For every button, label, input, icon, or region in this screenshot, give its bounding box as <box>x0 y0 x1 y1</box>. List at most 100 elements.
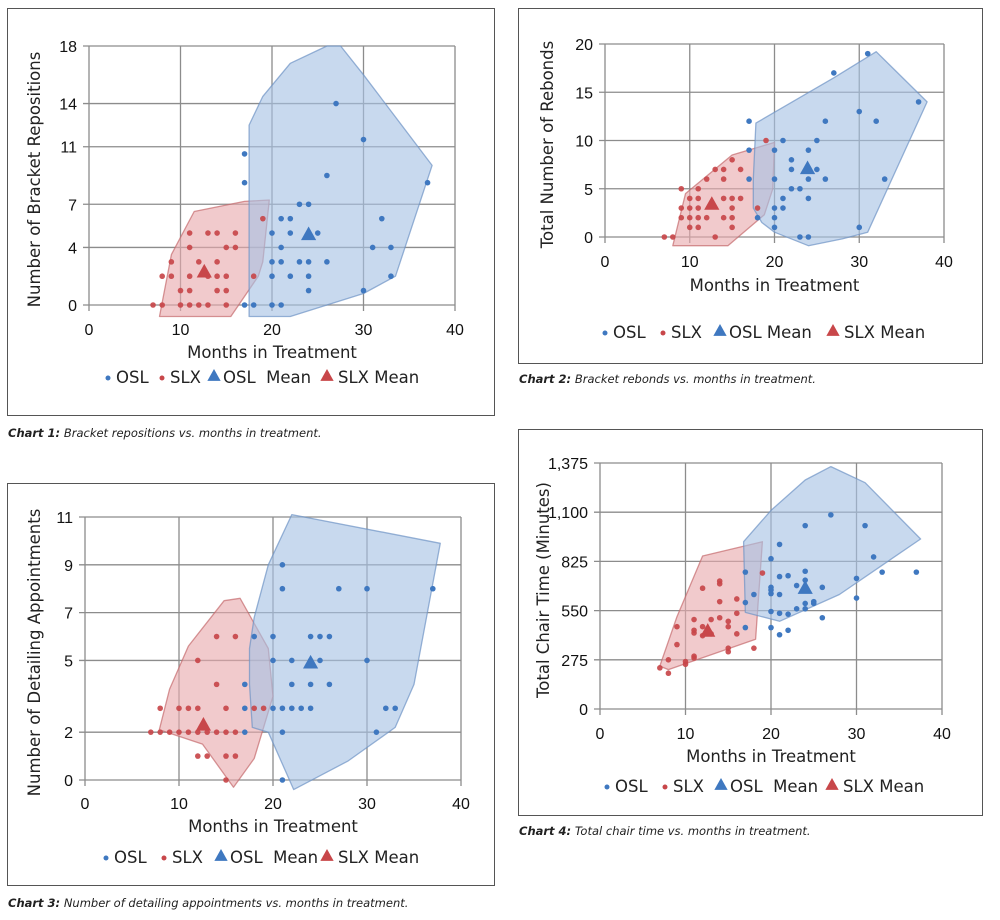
slx-point <box>205 230 211 236</box>
slx-point <box>699 623 706 630</box>
osl-point <box>289 657 295 664</box>
slx-point <box>674 623 680 630</box>
osl-point <box>788 157 795 163</box>
osl-point <box>768 555 774 562</box>
legend-osl-dot-icon <box>602 330 608 336</box>
osl-point <box>279 562 286 568</box>
slx-point <box>716 580 723 587</box>
legend-osl-mean-label: OSL Mean <box>230 848 318 867</box>
legend-osl-mean-triangle-icon <box>713 324 727 336</box>
slx-point <box>232 633 239 640</box>
osl-point <box>780 137 786 144</box>
slx-point <box>214 273 220 280</box>
osl-point <box>296 201 303 208</box>
legend-osl-label: OSL <box>615 777 648 796</box>
osl-mean-marker <box>799 160 816 175</box>
osl-point <box>797 185 803 192</box>
x-tick-label: 0 <box>85 322 94 339</box>
slx-point <box>720 166 727 173</box>
osl-point <box>278 259 284 265</box>
osl-point <box>805 147 812 153</box>
x-tick-label: 0 <box>81 796 90 813</box>
slx-point <box>716 614 723 621</box>
slx-point <box>729 157 735 163</box>
osl-point <box>785 627 791 634</box>
y-tick-label: 5 <box>64 653 73 670</box>
osl-point <box>771 147 778 153</box>
osl-point <box>324 259 330 265</box>
osl-point <box>242 681 248 688</box>
slx-point <box>232 729 239 735</box>
osl-point <box>771 205 778 211</box>
y-tick-label: 825 <box>561 554 588 571</box>
slx-point <box>223 705 229 712</box>
y-tick-label: 11 <box>56 510 73 527</box>
osl-point <box>279 777 286 783</box>
slx-point <box>712 166 718 173</box>
osl-point <box>797 234 803 240</box>
x-tick-label: 30 <box>355 322 373 339</box>
slx-point <box>185 729 192 735</box>
osl-point <box>324 172 330 179</box>
osl-point <box>746 176 752 182</box>
osl-point <box>307 633 314 640</box>
legend-slx-mean-label: SLX Mean <box>843 777 924 796</box>
legend-slx-mean-label: SLX Mean <box>338 848 419 867</box>
x-tick-label: 10 <box>681 254 699 271</box>
slx-point <box>737 195 744 202</box>
slx-point <box>213 729 220 735</box>
legend-slx-label: SLX <box>170 368 201 387</box>
osl-point <box>768 608 774 615</box>
osl-point <box>776 541 783 548</box>
slx-point <box>196 259 202 265</box>
slx-point <box>232 753 239 759</box>
slx-point <box>168 259 175 265</box>
chart-2-caption: Chart 2: Bracket rebonds vs. months in t… <box>519 372 816 386</box>
osl-mean-marker <box>797 580 813 594</box>
osl-point <box>831 70 837 76</box>
slx-point <box>195 705 201 712</box>
slx-point <box>678 205 685 211</box>
slx-point <box>729 195 735 202</box>
osl-point <box>287 273 294 280</box>
osl-point <box>305 259 312 265</box>
chart-3-caption-text: Number of detailing appointments vs. mon… <box>63 896 409 910</box>
osl-point <box>853 575 860 582</box>
x-axis-title: Months in Treatment <box>690 276 860 295</box>
osl-point <box>307 681 314 688</box>
osl-point <box>822 176 829 182</box>
y-tick-label: 9 <box>64 558 73 575</box>
slx-point <box>712 234 718 240</box>
osl-point <box>742 569 749 575</box>
slx-point <box>686 214 693 221</box>
y-tick-label: 275 <box>561 653 588 670</box>
slx-point <box>703 176 710 182</box>
x-tick-label: 10 <box>170 796 188 813</box>
slx-point <box>661 234 668 240</box>
osl-point <box>305 201 312 208</box>
slx-point <box>725 648 732 655</box>
chart-1-frame: 0 4 7 11 14 18 0 10 20 30 40 Months in Treatment Num… <box>7 8 495 416</box>
slx-point <box>729 214 735 221</box>
osl-point <box>788 166 795 173</box>
x-tick-label: 30 <box>850 254 868 271</box>
osl-point <box>305 287 312 294</box>
slx-point <box>148 729 154 735</box>
slx-point <box>204 729 210 735</box>
legend-slx-label: SLX <box>673 777 704 796</box>
osl-point <box>805 176 812 182</box>
osl-point <box>793 606 800 612</box>
slx-mean-marker <box>196 263 212 278</box>
slx-point <box>708 616 714 623</box>
slx-point <box>195 753 201 759</box>
legend-slx-mean-triangle-icon <box>825 778 839 790</box>
osl-point <box>828 512 834 518</box>
y-axis-title: Total Number of Rebonds <box>538 41 557 249</box>
osl-point <box>336 585 342 592</box>
y-tick-label: 0 <box>68 298 77 315</box>
y-tick-label: 1,375 <box>548 456 588 473</box>
osl-point <box>864 50 871 57</box>
slx-point <box>260 215 266 222</box>
osl-point <box>250 302 257 308</box>
slx-point <box>763 137 769 144</box>
